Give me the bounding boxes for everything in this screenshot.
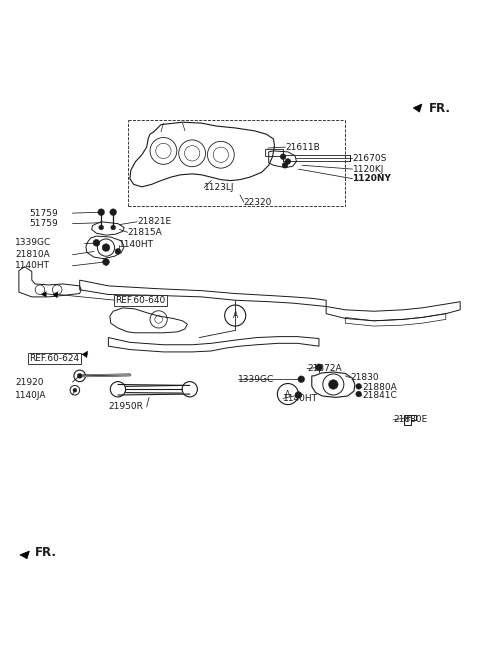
- Text: 1123LJ: 1123LJ: [204, 183, 235, 192]
- Text: 51759: 51759: [29, 219, 58, 228]
- Text: 1120KJ: 1120KJ: [352, 165, 384, 174]
- Circle shape: [285, 159, 291, 164]
- Text: 1339GC: 1339GC: [238, 375, 274, 384]
- Polygon shape: [82, 351, 88, 358]
- Circle shape: [356, 391, 361, 397]
- Circle shape: [93, 239, 100, 246]
- Text: 21950R: 21950R: [108, 403, 143, 411]
- Circle shape: [298, 376, 305, 382]
- Text: FR.: FR.: [35, 546, 57, 560]
- Text: 21830: 21830: [350, 373, 379, 382]
- Text: 22320: 22320: [244, 197, 272, 207]
- Text: 21670S: 21670S: [352, 154, 387, 163]
- Text: 21810A: 21810A: [15, 251, 50, 259]
- Text: 51759: 51759: [29, 209, 58, 218]
- Circle shape: [77, 373, 82, 379]
- Text: 21611B: 21611B: [286, 142, 320, 152]
- Circle shape: [280, 154, 286, 159]
- Circle shape: [110, 209, 117, 216]
- Text: 21880E: 21880E: [393, 415, 427, 424]
- Text: 1120NY: 1120NY: [352, 174, 391, 183]
- Text: FR.: FR.: [429, 102, 451, 115]
- Text: REF.60-624: REF.60-624: [29, 354, 80, 363]
- Text: 21815A: 21815A: [128, 228, 162, 237]
- Circle shape: [295, 392, 302, 398]
- Polygon shape: [413, 104, 422, 112]
- Polygon shape: [52, 292, 58, 298]
- Circle shape: [316, 364, 323, 371]
- Text: 1140HT: 1140HT: [283, 394, 318, 403]
- Text: 1140HT: 1140HT: [120, 240, 155, 249]
- Circle shape: [73, 388, 77, 392]
- Text: 1339GC: 1339GC: [15, 238, 51, 247]
- Circle shape: [111, 225, 116, 230]
- Text: 21920: 21920: [15, 378, 44, 386]
- Circle shape: [356, 384, 361, 389]
- Text: REF.60-640: REF.60-640: [116, 296, 166, 305]
- Circle shape: [282, 163, 288, 168]
- Circle shape: [98, 209, 105, 216]
- Circle shape: [99, 225, 104, 230]
- Polygon shape: [20, 551, 29, 559]
- Circle shape: [328, 380, 338, 389]
- Circle shape: [102, 244, 110, 251]
- Text: 21880A: 21880A: [362, 383, 397, 392]
- Circle shape: [103, 258, 109, 265]
- Text: 21841C: 21841C: [362, 392, 397, 400]
- Text: 1140JA: 1140JA: [15, 390, 47, 400]
- Polygon shape: [41, 292, 46, 297]
- Text: A: A: [233, 311, 238, 320]
- Circle shape: [115, 249, 121, 255]
- Text: 21872A: 21872A: [307, 364, 342, 373]
- Text: 1140HT: 1140HT: [15, 261, 50, 270]
- Text: 21821E: 21821E: [137, 217, 171, 226]
- Text: A: A: [285, 390, 290, 399]
